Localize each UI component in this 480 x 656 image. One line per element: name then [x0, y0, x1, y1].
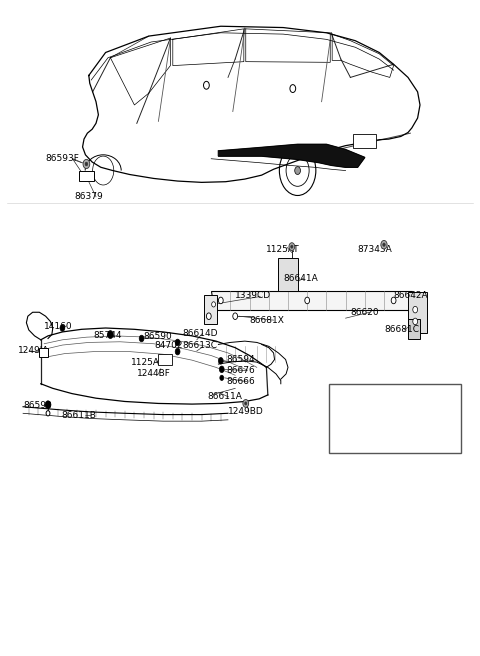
Text: 1125AD: 1125AD — [344, 390, 385, 400]
Text: 84702: 84702 — [155, 341, 183, 350]
Text: 1125AT: 1125AT — [266, 245, 300, 254]
Bar — [329, 384, 461, 453]
Text: 1249JA: 1249JA — [18, 346, 49, 356]
Bar — [79, 171, 94, 181]
Circle shape — [295, 167, 300, 174]
Text: 86590: 86590 — [23, 401, 52, 410]
Circle shape — [290, 85, 296, 92]
Circle shape — [85, 162, 88, 166]
Text: 86642A: 86642A — [394, 291, 428, 300]
Polygon shape — [211, 291, 412, 310]
Text: 86614D: 86614D — [182, 329, 218, 338]
Circle shape — [413, 306, 418, 313]
Circle shape — [108, 331, 113, 338]
Circle shape — [245, 402, 247, 405]
Text: 86681C: 86681C — [384, 325, 419, 335]
Circle shape — [139, 335, 144, 342]
Text: 1249BD: 1249BD — [228, 407, 264, 416]
Text: 86681X: 86681X — [250, 316, 285, 325]
Bar — [39, 348, 48, 357]
Polygon shape — [218, 144, 365, 167]
Text: 86594: 86594 — [227, 355, 255, 364]
Bar — [278, 258, 298, 291]
Text: 1339CD: 1339CD — [235, 291, 271, 300]
Circle shape — [289, 243, 295, 251]
Circle shape — [45, 401, 51, 409]
Circle shape — [381, 240, 387, 249]
Circle shape — [212, 302, 216, 307]
Text: 1125AC: 1125AC — [131, 358, 166, 367]
Bar — [408, 319, 420, 339]
Circle shape — [175, 348, 180, 355]
Text: 87343A: 87343A — [358, 245, 392, 254]
Text: 86676: 86676 — [227, 366, 255, 375]
Text: 86611B: 86611B — [61, 411, 96, 420]
Circle shape — [46, 411, 50, 416]
Text: 86590: 86590 — [143, 332, 172, 341]
Circle shape — [218, 297, 223, 304]
Text: 1125AD: 1125AD — [344, 390, 385, 400]
Circle shape — [233, 313, 238, 319]
Circle shape — [243, 400, 249, 407]
Circle shape — [206, 313, 211, 319]
Circle shape — [175, 339, 180, 346]
Text: 86613C: 86613C — [182, 341, 217, 350]
Circle shape — [291, 245, 293, 248]
Text: 14160: 14160 — [44, 321, 73, 331]
Text: 86611A: 86611A — [207, 392, 242, 401]
Text: 1244BF: 1244BF — [137, 369, 171, 379]
Circle shape — [394, 425, 396, 429]
Text: 86641A: 86641A — [283, 274, 318, 283]
Circle shape — [220, 375, 224, 380]
Circle shape — [83, 159, 90, 169]
Text: 86593F: 86593F — [46, 154, 80, 163]
Circle shape — [413, 318, 418, 325]
Bar — [353, 134, 376, 148]
Circle shape — [391, 297, 396, 304]
Bar — [408, 292, 427, 333]
Circle shape — [60, 325, 65, 331]
Circle shape — [383, 243, 385, 247]
Bar — [204, 295, 217, 324]
Circle shape — [219, 366, 224, 373]
Bar — [158, 354, 172, 365]
Text: 86666: 86666 — [227, 377, 255, 386]
Text: 85744: 85744 — [94, 331, 122, 340]
Circle shape — [204, 81, 209, 89]
Text: 86379: 86379 — [74, 192, 103, 201]
Circle shape — [305, 297, 310, 304]
Circle shape — [218, 358, 223, 364]
Circle shape — [392, 422, 398, 432]
Text: 86620: 86620 — [350, 308, 379, 317]
